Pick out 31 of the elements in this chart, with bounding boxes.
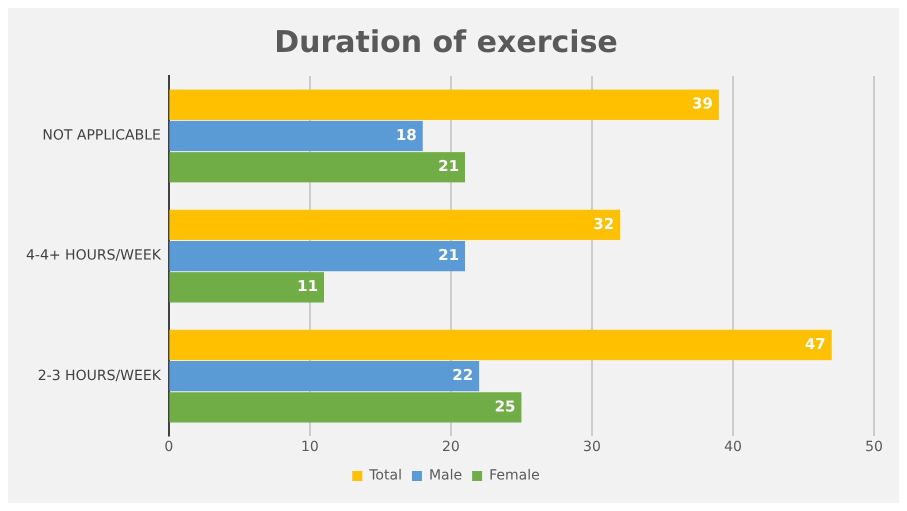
data-label: 18: [396, 126, 417, 144]
data-label: 11: [297, 277, 318, 296]
x-tick-label: 40: [724, 439, 742, 456]
bar: [169, 152, 466, 182]
legend-label: Total: [368, 468, 402, 484]
bar: [169, 272, 324, 302]
legend-label: Female: [489, 468, 540, 484]
bar: [169, 210, 620, 240]
data-label: 21: [438, 157, 460, 176]
data-label: 22: [452, 366, 474, 384]
bar: [169, 330, 832, 360]
legend-label: Male: [428, 468, 462, 484]
data-label: 21: [438, 246, 460, 264]
bar: [169, 90, 719, 120]
x-tick-label: 50: [865, 439, 883, 456]
x-tick-label: 10: [300, 439, 319, 456]
bar: [169, 392, 522, 423]
x-tick-label: 0: [164, 439, 174, 456]
x-tick-label: 30: [583, 439, 601, 456]
y-tick-label: 2-3 HOURS/WEEK: [38, 368, 162, 384]
x-tick-label: 20: [442, 439, 460, 456]
bar: [169, 120, 423, 152]
y-tick-label: NOT APPLICABLE: [42, 128, 161, 144]
bar: [169, 361, 480, 392]
data-label: 32: [593, 214, 614, 233]
bar: [169, 240, 466, 272]
data-label: 25: [494, 397, 516, 416]
y-tick-label: 4-4+ HOURS/WEEK: [26, 248, 162, 264]
chart-title: Duration of exercise: [274, 24, 618, 60]
data-label: 47: [804, 334, 826, 353]
data-label: 39: [692, 94, 713, 113]
